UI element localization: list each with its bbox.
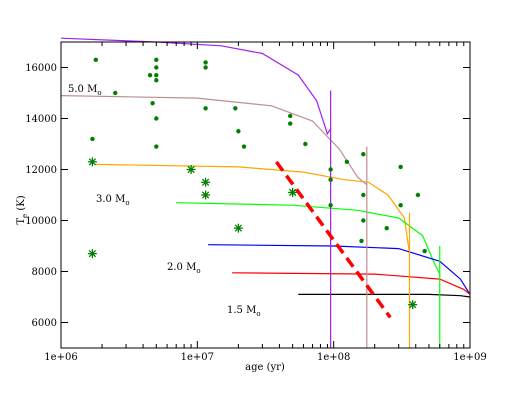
dot-point-13 <box>203 106 208 111</box>
star-point-0 <box>87 157 97 167</box>
dot-point-20 <box>328 167 333 172</box>
track-label-sub-0: o <box>97 89 101 97</box>
star-point-6 <box>288 187 298 197</box>
track-line-4 <box>208 244 471 295</box>
dot-point-15 <box>236 129 241 134</box>
track-label-6: 1.5 Mo <box>227 305 261 318</box>
star-point-4 <box>201 190 211 200</box>
markers-layer <box>87 57 427 310</box>
y-tick-label-1: 8000 <box>32 267 57 278</box>
dot-point-8 <box>154 78 159 83</box>
track-label-4: 2.0 Mo <box>167 262 201 275</box>
x-tick-label-0: 1e+06 <box>44 352 77 363</box>
star-point-2 <box>186 165 196 174</box>
y-axis-label-main: T <box>16 218 27 225</box>
y-tick-label-4: 14000 <box>25 114 57 125</box>
track-label-sub-4: o <box>196 267 200 275</box>
star-point-5 <box>233 223 243 233</box>
dot-point-5 <box>154 57 159 63</box>
dot-point-11 <box>203 60 208 65</box>
track-label-0: 5.0 Mo <box>68 84 102 97</box>
dot-point-14 <box>233 106 238 111</box>
track-label-main-4: 2.0 M <box>167 262 196 273</box>
dot-point-12 <box>203 65 208 70</box>
plot-frame <box>60 41 471 349</box>
y-tick-label-2: 10000 <box>25 216 57 227</box>
x-tick-label-3: 1e+09 <box>453 352 486 363</box>
track-label-main-6: 1.5 M <box>227 305 256 316</box>
spikes-layer <box>330 90 441 348</box>
track-label-sub-6: o <box>256 310 260 318</box>
dot-point-4 <box>150 101 155 106</box>
track-label-main-2: 3.0 M <box>96 194 125 205</box>
y-axis-label-unit: (K) <box>16 195 27 214</box>
y-tick-label-3: 12000 <box>25 165 57 176</box>
dot-point-31 <box>415 192 421 198</box>
dot-point-0 <box>93 57 99 63</box>
track-line-6 <box>298 293 471 298</box>
x-tick-label-1: 1e+07 <box>181 352 214 363</box>
x-tick-label-2: 1e+08 <box>317 352 350 363</box>
ticks-layer: 1e+06 1e+07 1e+08 1e+09 6000 8000 10000 12000 14… <box>25 42 487 363</box>
dot-point-17 <box>288 113 293 119</box>
dot-point-7 <box>154 72 159 78</box>
track-line-2 <box>95 163 411 254</box>
track-label-sub-2: o <box>125 199 129 207</box>
dashed-line-layer <box>274 160 392 319</box>
dot-point-28 <box>384 225 389 231</box>
dot-point-25 <box>361 192 366 198</box>
dot-point-18 <box>288 121 293 126</box>
dot-point-26 <box>361 218 366 223</box>
track-labels-layer: 5.0 Mo3.0 Mo2.0 Mo1.5 Mo <box>68 84 261 318</box>
dot-point-24 <box>361 152 366 157</box>
dot-point-19 <box>303 141 308 147</box>
dot-point-2 <box>113 90 118 96</box>
dot-point-3 <box>147 72 153 78</box>
dot-point-23 <box>344 159 350 165</box>
track-label-2: 3.0 Mo <box>96 194 130 207</box>
dot-point-21 <box>328 177 333 182</box>
dot-point-30 <box>398 203 403 208</box>
dot-point-6 <box>154 65 159 70</box>
dot-point-9 <box>154 116 159 121</box>
dot-point-22 <box>328 203 333 208</box>
x-axis-label: age (yr) <box>245 362 285 373</box>
star-point-7 <box>408 300 418 310</box>
track-line-1 <box>60 95 368 186</box>
svg-text:Te (K): Te (K) <box>16 195 29 224</box>
track-line-3 <box>176 202 441 275</box>
track-label-main-0: 5.0 M <box>68 84 97 95</box>
dot-point-29 <box>398 164 403 170</box>
dot-point-16 <box>241 144 247 149</box>
dashed-line <box>274 160 392 319</box>
y-tick-label-5: 16000 <box>25 63 57 74</box>
dot-point-1 <box>90 136 95 142</box>
dot-point-10 <box>154 144 159 149</box>
dot-point-32 <box>422 248 427 254</box>
y-tick-label-0: 6000 <box>32 318 57 329</box>
dot-point-27 <box>359 238 364 244</box>
star-point-3 <box>201 177 211 187</box>
star-point-1 <box>87 249 97 259</box>
y-axis-label-sub: e <box>21 214 29 218</box>
y-axis-label: Te (K) <box>16 195 29 224</box>
